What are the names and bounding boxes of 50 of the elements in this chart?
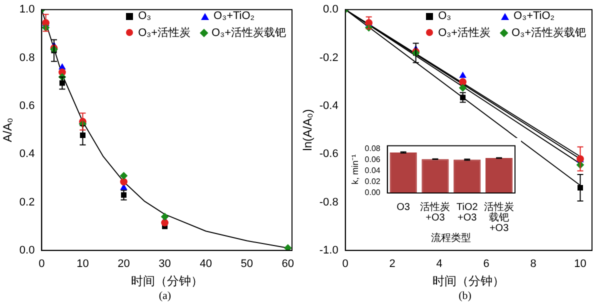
y-tick-label: 0.0 bbox=[19, 244, 35, 256]
y-tick-label: 0.04 bbox=[364, 166, 381, 175]
x-tick-label: 8 bbox=[530, 258, 536, 270]
y-axis-title: ln(A/A₀) bbox=[300, 109, 315, 151]
y-tick-label: -1.0 bbox=[319, 244, 338, 256]
legend-label: O₃ bbox=[438, 10, 452, 22]
x-axis-title: 时间（分钟） bbox=[432, 274, 505, 288]
legend-label: O₃ bbox=[138, 10, 152, 22]
y-tick-label: 0.6 bbox=[19, 100, 35, 112]
x-tick-label: 50 bbox=[240, 258, 253, 270]
y-tick-label: -0.6 bbox=[319, 148, 338, 160]
y-tick-label: 0.00 bbox=[364, 188, 381, 198]
x-tick-label: 60 bbox=[282, 258, 294, 270]
x-tick-label: 6 bbox=[483, 258, 490, 270]
y-tick-label: 0.06 bbox=[364, 154, 381, 164]
y-tick-label: 0.4 bbox=[19, 148, 35, 160]
y-tick-label: 0.8 bbox=[19, 52, 35, 64]
x-tick-label: 0 bbox=[342, 258, 348, 270]
y-tick-label: -0.2 bbox=[319, 52, 338, 64]
x-tick-label: 活性炭载钯+O3 bbox=[484, 201, 514, 234]
x-tick-label: 20 bbox=[118, 258, 130, 270]
y-tick-label: 0.02 bbox=[364, 177, 381, 186]
x-tick-label: 4 bbox=[436, 258, 442, 270]
x-tick-label: 10 bbox=[574, 258, 586, 270]
x-tick-label: 0 bbox=[38, 258, 45, 270]
x-axis-title: 时间（分钟） bbox=[130, 274, 203, 288]
y-tick-label: -0.4 bbox=[319, 100, 338, 112]
x-tick-label: 10 bbox=[76, 258, 89, 270]
x-tick-label: TiO2+O3 bbox=[456, 202, 478, 224]
legend-label: O₃+活性炭 bbox=[438, 26, 491, 40]
x-tick-label: 2 bbox=[389, 258, 396, 270]
y-tick-label: 0.08 bbox=[364, 144, 381, 153]
y-tick-label: 1.0 bbox=[19, 4, 35, 16]
y-tick-label: -0.8 bbox=[319, 196, 338, 208]
legend-label: O₃+活性炭 bbox=[138, 26, 191, 40]
legend-label: O₃+TiO₂ bbox=[514, 10, 555, 22]
y-tick-label: 0.0 bbox=[323, 4, 338, 16]
y-axis-title: k, min⁻¹ bbox=[350, 154, 360, 184]
x-axis-title: 流程类型 bbox=[431, 232, 472, 244]
text: (a) bbox=[158, 290, 172, 302]
y-axis-title: A/A₀ bbox=[0, 118, 15, 142]
text: (b) bbox=[458, 290, 472, 302]
legend-label: O₃+活性炭载钯 bbox=[212, 26, 286, 40]
legend-label: O₃+活性炭载钯 bbox=[512, 26, 586, 40]
x-tick-label: 活性炭+O3 bbox=[420, 201, 450, 224]
x-tick-label: 30 bbox=[158, 258, 171, 270]
legend-label: O₃+TiO₂ bbox=[214, 10, 255, 22]
x-tick-label: O3 bbox=[396, 202, 410, 213]
x-tick-label: 40 bbox=[200, 258, 212, 270]
y-tick-label: 0.2 bbox=[19, 196, 35, 208]
